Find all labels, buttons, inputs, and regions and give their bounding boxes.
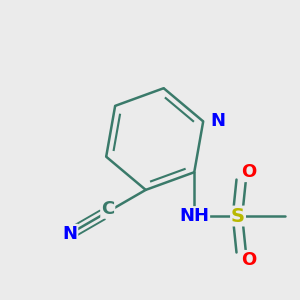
Text: O: O — [242, 163, 256, 181]
Text: NH: NH — [179, 207, 209, 225]
Text: N: N — [62, 225, 77, 243]
Text: O: O — [242, 251, 256, 269]
Text: N: N — [210, 112, 225, 130]
Text: C: C — [101, 200, 114, 218]
Text: S: S — [231, 206, 245, 226]
